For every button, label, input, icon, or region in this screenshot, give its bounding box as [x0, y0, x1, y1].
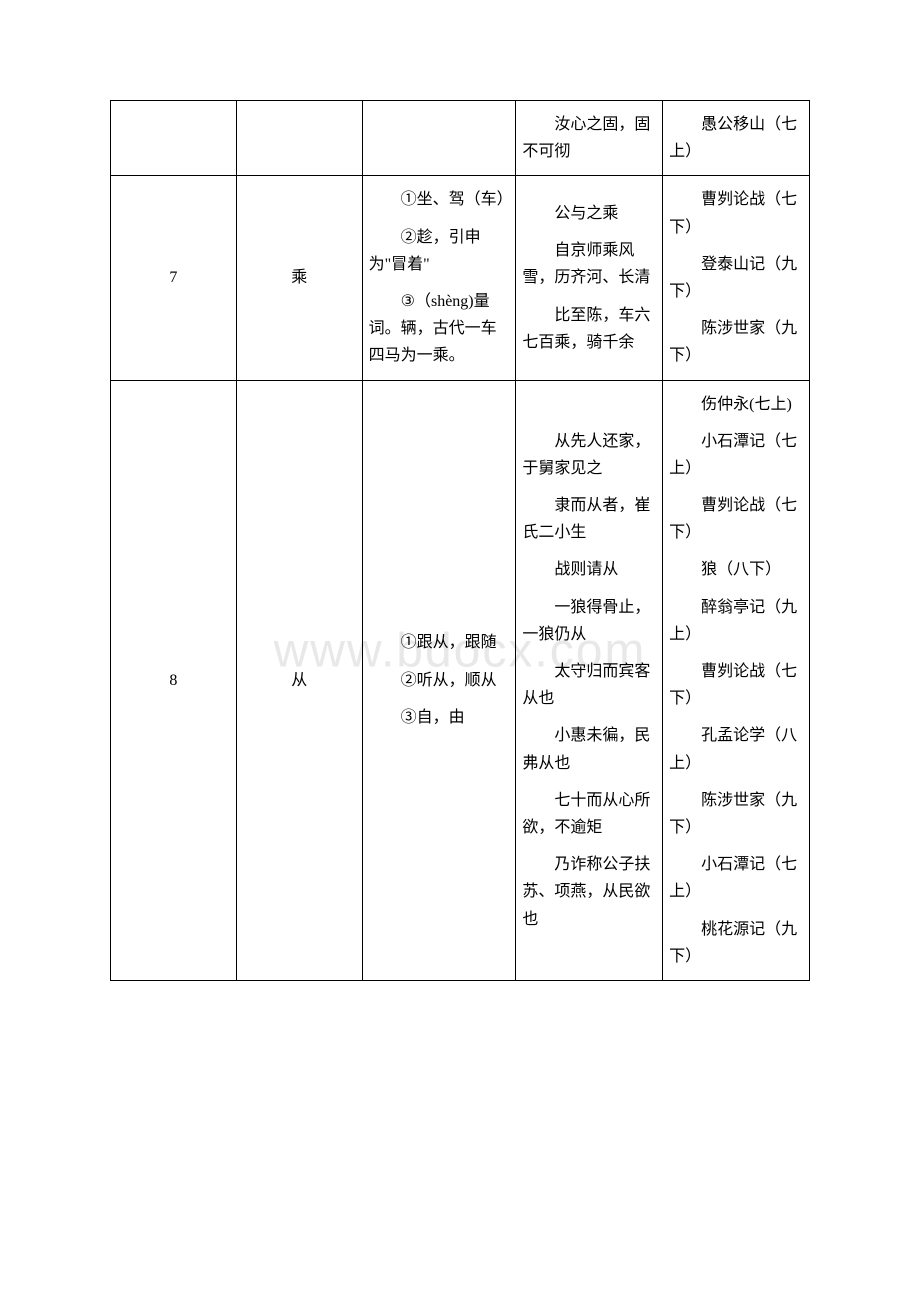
example-paragraph: 一狼得骨止，一狼仍从 — [522, 594, 656, 648]
definition-paragraph: ③（shèng)量词。辆，古代一车四马为一乘。 — [369, 288, 510, 370]
character-cell: 从 — [236, 380, 362, 980]
definition-paragraph: ③自，由 — [369, 704, 510, 731]
source-paragraph: 曹刿论战（七下） — [669, 492, 803, 546]
definition-paragraph: ①坐、驾（车） — [369, 186, 510, 213]
example-paragraph: 隶而从者，崔氏二小生 — [522, 492, 656, 546]
example-cell: 汝心之固，固不可彻 — [516, 101, 663, 176]
example-paragraph: 比至陈，车六七百乘，骑千余 — [522, 302, 656, 356]
source-paragraph: 登泰山记（九下） — [669, 251, 803, 305]
source-cell: 愚公移山（七上） — [663, 101, 810, 176]
example-paragraph: 太守归而宾客从也 — [522, 658, 656, 712]
example-paragraph: 战则请从 — [522, 556, 656, 583]
row-number-cell: 8 — [111, 380, 237, 980]
source-paragraph: 曹刿论战（七下） — [669, 658, 803, 712]
example-paragraph: 公与之乘 — [522, 200, 656, 227]
definition-cell: ①坐、驾（车） ②趁，引申为"冒着" ③（shèng)量词。辆，古代一车四马为一乘。 — [362, 176, 516, 380]
example-paragraph: 自京师乘风雪，历齐河、长清 — [522, 237, 656, 291]
definition-paragraph: ②趁，引申为"冒着" — [369, 224, 510, 278]
source-paragraph: 桃花源记（九下） — [669, 916, 803, 970]
row-number-cell: 7 — [111, 176, 237, 380]
source-paragraph: 愚公移山（七上） — [669, 111, 803, 165]
definition-cell — [362, 101, 516, 176]
document-table: 汝心之固，固不可彻愚公移山（七上）7乘①坐、驾（车）②趁，引申为"冒着"③（sh… — [110, 100, 810, 981]
definition-cell: ①跟从，跟随 ②听从，顺从 ③自，由 — [362, 380, 516, 980]
table-row: 汝心之固，固不可彻愚公移山（七上） — [111, 101, 810, 176]
source-paragraph: 孔孟论学（八上） — [669, 722, 803, 776]
row-number-cell — [111, 101, 237, 176]
example-cell: 公与之乘自京师乘风雪，历齐河、长清比至陈，车六七百乘，骑千余 — [516, 176, 663, 380]
source-paragraph: 陈涉世家（九下） — [669, 787, 803, 841]
source-cell: 伤仲永(七上) 小石潭记（七上） 曹刿论战（七下） 狼（八下） 醉翁亭记（九上） 曹刿论战… — [663, 380, 810, 980]
source-paragraph: 曹刿论战（七下） — [669, 186, 803, 240]
table-row: 8从①跟从，跟随②听从，顺从③自，由从先人还家，于舅家见之隶而从者，崔氏二小生战… — [111, 380, 810, 980]
source-cell: 曹刿论战（七下） 登泰山记（九下） 陈涉世家（九下） — [663, 176, 810, 380]
source-paragraph: 狼（八下） — [669, 556, 803, 583]
character-cell: 乘 — [236, 176, 362, 380]
table-row: 7乘 ①坐、驾（车） ②趁，引申为"冒着" ③（shèng)量词。辆，古代一车四马为一… — [111, 176, 810, 380]
source-paragraph: 小石潭记（七上） — [669, 851, 803, 905]
source-paragraph: 醉翁亭记（九上） — [669, 594, 803, 648]
example-cell: 从先人还家，于舅家见之隶而从者，崔氏二小生战则请从一狼得骨止，一狼仍从太守归而宾… — [516, 380, 663, 980]
example-paragraph: 七十而从心所欲，不逾矩 — [522, 787, 656, 841]
source-paragraph: 陈涉世家（九下） — [669, 315, 803, 369]
example-paragraph: 汝心之固，固不可彻 — [522, 111, 656, 165]
example-paragraph: 乃诈称公子扶苏、项燕，从民欲也 — [522, 851, 656, 933]
definition-paragraph: ②听从，顺从 — [369, 667, 510, 694]
source-paragraph: 伤仲永(七上) — [669, 391, 803, 418]
source-paragraph: 小石潭记（七上） — [669, 428, 803, 482]
example-paragraph: 小惠未徧，民弗从也 — [522, 722, 656, 776]
example-paragraph: 从先人还家，于舅家见之 — [522, 428, 656, 482]
character-cell — [236, 101, 362, 176]
definition-paragraph: ①跟从，跟随 — [369, 629, 510, 656]
